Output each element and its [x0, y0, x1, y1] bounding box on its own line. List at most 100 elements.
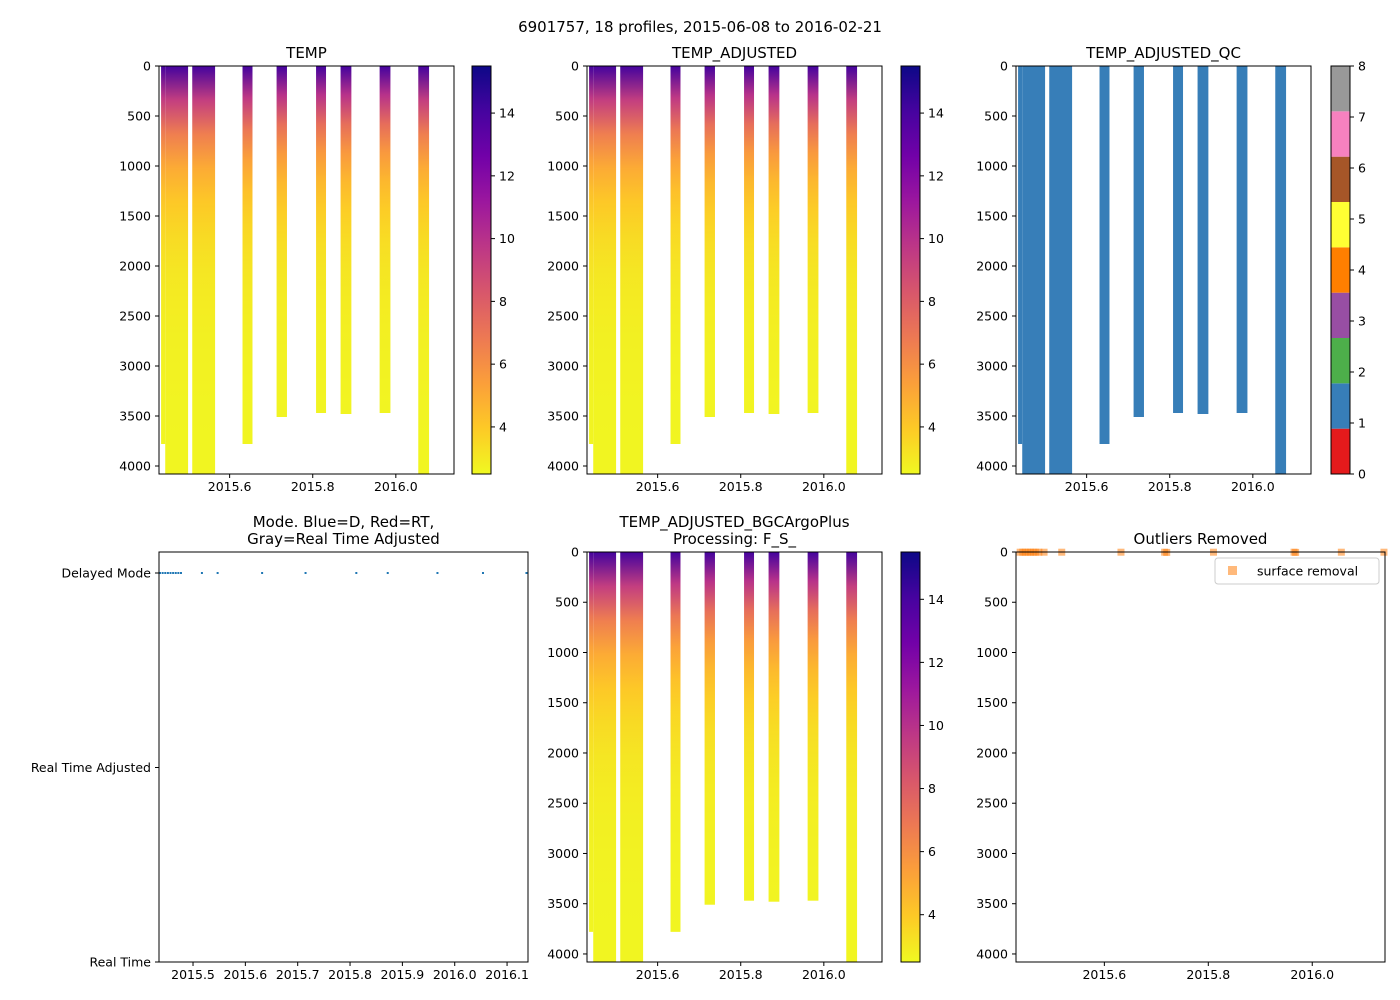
temp_adjusted_qc-ytick-label: 3000	[976, 359, 1008, 374]
mode-point	[174, 572, 177, 574]
temp_adjusted_qc-profile-column	[1022, 66, 1046, 474]
outliers-xtick-label: 2015.6	[1082, 967, 1126, 982]
temp_adjusted-title: TEMP_ADJUSTED	[671, 44, 797, 63]
temp_adjusted_bgc-ytick-label: 3000	[547, 846, 579, 861]
temp_adjusted_qc-ytick-label: 2000	[976, 259, 1008, 274]
temp_adjusted_qc-profile-column	[1197, 66, 1209, 414]
outliers-xtick-label: 2016.0	[1290, 967, 1334, 982]
temp_adjusted-profile-column	[589, 66, 594, 444]
temp-profile-column	[161, 66, 166, 444]
temp_adjusted_qc-colorbar-label: 5	[1358, 212, 1366, 227]
temp-profile-column	[276, 66, 287, 417]
temp_adjusted-colorbar-label: 6	[928, 357, 936, 372]
temp_adjusted_bgc-profile-column	[744, 552, 755, 901]
mode-point	[164, 572, 167, 574]
temp_adjusted-ytick-label: 2500	[547, 309, 579, 324]
temp_adjusted-colorbar	[900, 65, 921, 475]
mode-xtick-label: 2015.6	[223, 967, 267, 982]
temp_adjusted_bgc-ytick-label: 2000	[547, 745, 579, 760]
outliers-ytick-label: 4000	[976, 946, 1008, 961]
temp_adjusted_bgc-ytick-label: 1000	[547, 645, 579, 660]
mode-ytick-label: Delayed Mode	[61, 566, 151, 581]
mode-point	[159, 572, 162, 574]
temp-colorbar-label: 8	[499, 294, 507, 309]
mode-xtick-label: 2016.1	[485, 967, 529, 982]
mode-point	[179, 572, 182, 574]
temp-ytick-label: 500	[127, 109, 151, 124]
temp_adjusted-profile-column	[807, 66, 819, 413]
temp_adjusted_qc-profile-column	[1018, 66, 1023, 444]
temp_adjusted_qc-ytick-label: 500	[984, 109, 1008, 124]
temp_adjusted_qc-colorbar-segment	[1331, 202, 1350, 248]
temp_adjusted_qc-plot-area	[1018, 66, 1287, 474]
mode-point	[172, 572, 175, 574]
temp-axes-frame	[158, 65, 455, 475]
temp_adjusted_qc-xtick-label: 2015.8	[1148, 479, 1192, 494]
temp_adjusted-ytick-label: 500	[555, 109, 579, 124]
mode-xtick-label: 2015.9	[381, 967, 425, 982]
temp_adjusted_bgc-colorbar-label: 10	[928, 718, 944, 733]
mode-xtick-label: 2015.7	[276, 967, 320, 982]
temp_adjusted_qc-colorbar-label: 8	[1358, 59, 1366, 74]
temp_adjusted_qc-profile-column	[1133, 66, 1144, 417]
temp-ytick-label: 1500	[119, 209, 151, 224]
temp-ytick-label: 3000	[119, 359, 151, 374]
temp-colorbar-label: 4	[499, 419, 507, 434]
mode-axes-frame	[158, 551, 529, 963]
temp-xtick-label: 2015.8	[291, 479, 335, 494]
temp_adjusted_qc-colorbar-label: 3	[1358, 314, 1366, 329]
temp-colorbar-label: 10	[499, 231, 515, 246]
figure-title: 6901757, 18 profiles, 2015-06-08 to 2016…	[518, 18, 882, 36]
temp_adjusted-profile-column	[704, 66, 715, 417]
mode-xtick-label: 2015.8	[328, 967, 372, 982]
temp_adjusted_bgc-ytick-label: 1500	[547, 695, 579, 710]
mode-title-line: Mode. Blue=D, Red=RT,	[253, 513, 435, 531]
mode-ytick-label: Real Time Adjusted	[31, 760, 151, 775]
temp-profile-column	[165, 66, 189, 474]
temp_adjusted_qc-profile-column	[1049, 66, 1073, 474]
temp-ytick-label: 2000	[119, 259, 151, 274]
temp_adjusted_bgc-ytick-label: 2500	[547, 796, 579, 811]
temp_adjusted_bgc-profile-column	[768, 552, 780, 902]
temp_adjusted_qc-colorbar-segment	[1331, 383, 1350, 429]
temp_adjusted-profile-column	[593, 66, 617, 474]
temp_adjusted-xtick-label: 2015.6	[636, 479, 680, 494]
temp_adjusted_bgc-axes-frame	[586, 551, 883, 963]
mode-point	[161, 572, 164, 574]
outliers-axes-frame	[1015, 551, 1386, 963]
temp_adjusted_qc-colorbar-label: 6	[1358, 161, 1366, 176]
temp-xtick-label: 2015.6	[208, 479, 252, 494]
temp-colorbar-label: 12	[499, 168, 515, 183]
temp-profile-column	[379, 66, 391, 413]
outliers-ytick-label: 1500	[976, 695, 1008, 710]
temp_adjusted-xtick-label: 2015.8	[719, 479, 763, 494]
temp_adjusted_qc-ytick-label: 4000	[976, 459, 1008, 474]
temp_adjusted-colorbar-label: 10	[928, 231, 944, 246]
mode-ytick-label: Real Time	[89, 955, 151, 970]
temp_adjusted_qc-ytick-label: 1000	[976, 159, 1008, 174]
temp_adjusted_bgc-profile-column	[704, 552, 715, 905]
temp_adjusted_bgc-panel: 2015.6 2015.8 2016.0 0 500 1000 1500 2000 2500 30…	[547, 513, 944, 982]
temp-colorbar	[471, 65, 492, 475]
temp-ytick-label: 3500	[119, 409, 151, 424]
mode-point	[166, 572, 169, 574]
outliers-ytick-label: 0	[1000, 545, 1008, 560]
temp_adjusted-profile-column	[670, 66, 681, 444]
temp_adjusted_qc-colorbar-segment	[1331, 66, 1350, 112]
temp_adjusted-ytick-label: 2000	[547, 259, 579, 274]
temp_adjusted-ytick-label: 1000	[547, 159, 579, 174]
temp_adjusted-profile-column	[744, 66, 755, 413]
temp_adjusted-ytick-label: 1500	[547, 209, 579, 224]
temp_adjusted_bgc-profile-column	[807, 552, 819, 901]
mode-point	[304, 572, 307, 574]
temp_adjusted_qc-colorbar-label: 4	[1358, 263, 1366, 278]
temp_adjusted_qc-ytick-label: 3500	[976, 409, 1008, 424]
temp_adjusted-ytick-label: 0	[571, 59, 579, 74]
temp_adjusted_qc-axes-frame	[1015, 65, 1312, 475]
temp_adjusted_bgc-ytick-label: 4000	[547, 946, 579, 961]
temp_adjusted_bgc-ytick-label: 3500	[547, 896, 579, 911]
mode-xtick-label: 2015.5	[171, 967, 215, 982]
temp_adjusted_bgc-colorbar-label: 6	[928, 844, 936, 859]
outliers-ytick-label: 2000	[976, 745, 1008, 760]
